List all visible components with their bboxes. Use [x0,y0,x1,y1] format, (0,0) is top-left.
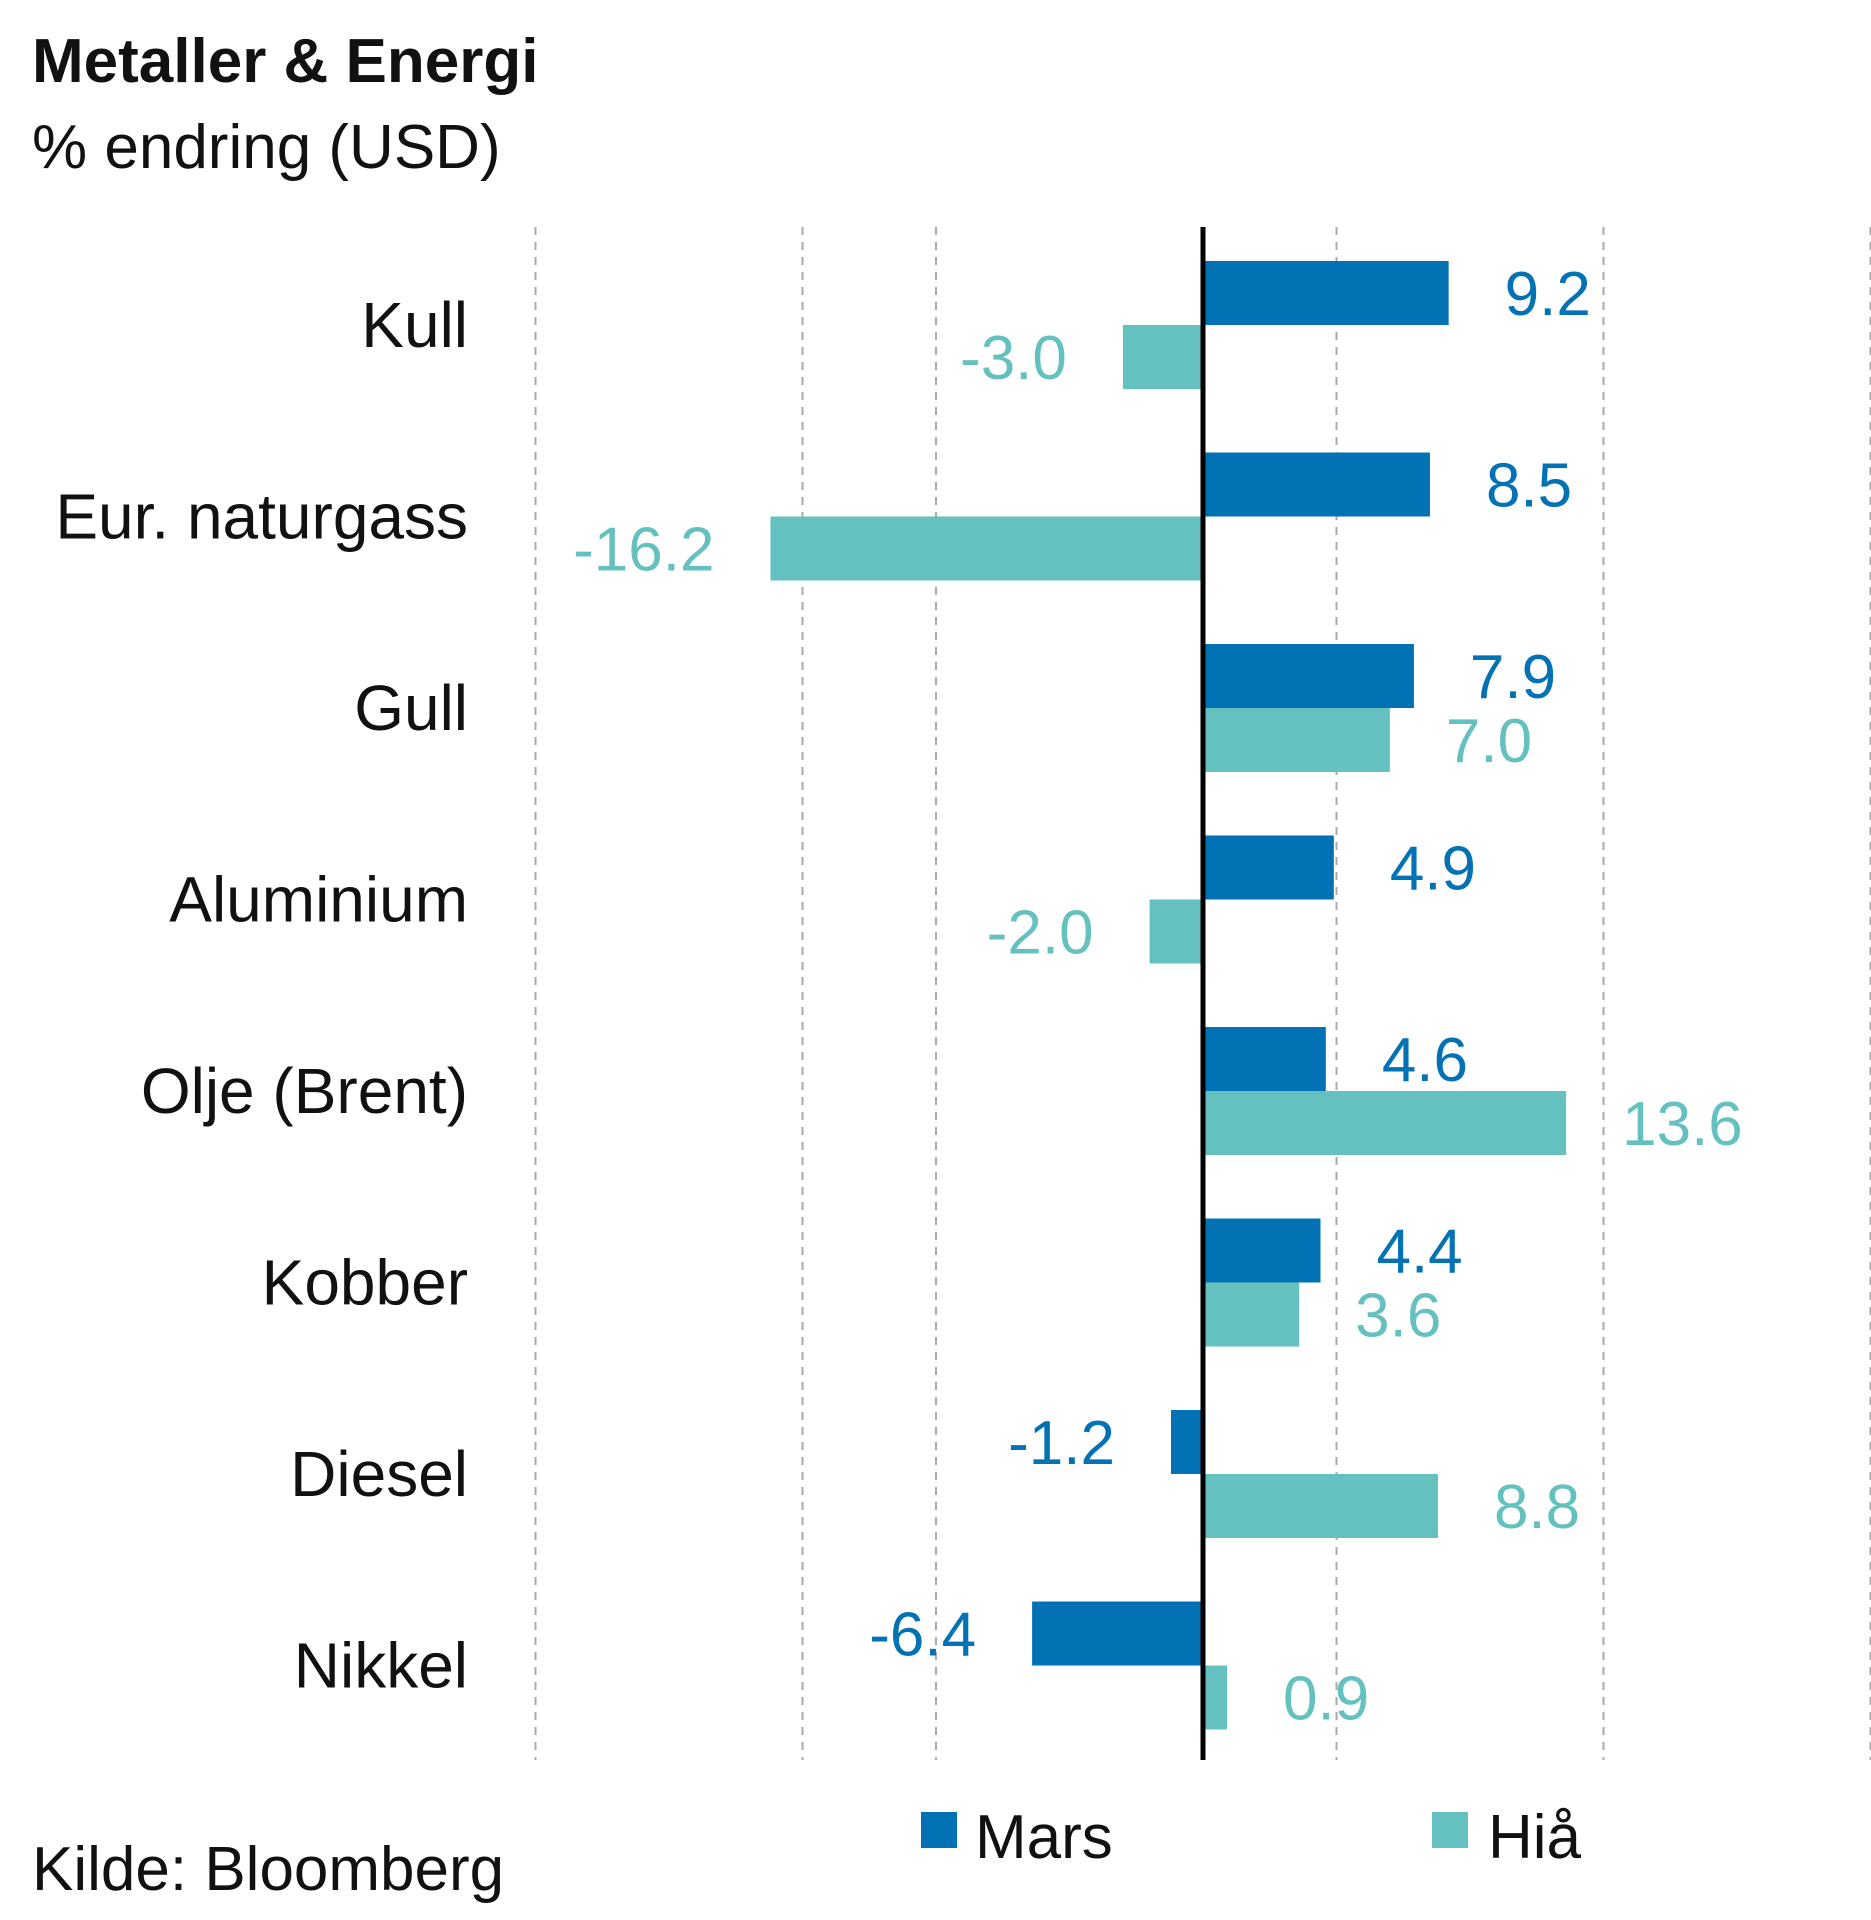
bars [770,261,1567,1730]
source-note: Kilde: Bloomberg [32,1835,504,1904]
category-label: Eur. naturgass [55,481,468,553]
legend-label-mars: Mars [975,1803,1113,1872]
bar-hia [1203,1474,1438,1538]
data-label-mars: -6.4 [869,1601,976,1670]
data-label-hia: -3.0 [960,324,1067,393]
data-label-hia: -2.0 [987,899,1094,968]
data-label-hia: 8.8 [1494,1473,1580,1542]
bar-mars [1032,1601,1203,1666]
data-label-mars: 4.9 [1390,835,1476,904]
data-label-mars: 9.2 [1505,260,1591,329]
category-label: Diesel [290,1438,468,1510]
legend-label-hia: Hiå [1488,1803,1582,1872]
data-label-hia: 7.0 [1446,707,1532,776]
bar-hia [770,516,1203,581]
bar-mars [1170,1410,1203,1474]
data-label-mars: 7.9 [1470,643,1556,712]
data-label-mars: -1.2 [1008,1409,1115,1478]
data-label-mars: 4.4 [1376,1218,1462,1287]
legend-swatch-mars [921,1812,957,1848]
bar-mars [1203,1218,1321,1283]
bar-mars [1203,1027,1326,1091]
chart-title: Metaller & Energi [32,27,538,96]
bar-hia [1203,1091,1567,1155]
bar-hia [1203,1665,1228,1730]
category-label: Nikkel [294,1630,468,1702]
bar-hia [1203,1282,1300,1347]
labels: Kull 9.2 -3.0 Eur. naturgass 8.5 -16.2 Gull 7.9… [55,260,1742,1734]
category-label: Gull [354,672,468,744]
data-label-hia: -16.2 [573,516,714,585]
bar-hia [1203,708,1390,772]
data-label-mars: 8.5 [1486,452,1572,521]
data-label-hia: 13.6 [1622,1090,1743,1159]
category-label: Kull [361,289,468,361]
bar-mars [1203,644,1414,708]
bar-mars [1203,835,1334,900]
category-label: Olje (Brent) [141,1055,468,1127]
category-label: Kobber [262,1247,468,1319]
bar-mars [1203,261,1449,325]
category-label: Aluminium [169,864,468,936]
data-label-hia: 3.6 [1355,1282,1441,1351]
data-label-hia: 0.9 [1283,1665,1369,1734]
legend: Mars Hiå [921,1803,1582,1872]
bar-mars [1203,452,1430,517]
chart-subtitle: % endring (USD) [32,113,501,182]
legend-swatch-hia [1432,1812,1468,1848]
bar-hia [1149,899,1203,964]
bar-hia [1122,325,1203,389]
data-label-mars: 4.6 [1382,1026,1468,1095]
